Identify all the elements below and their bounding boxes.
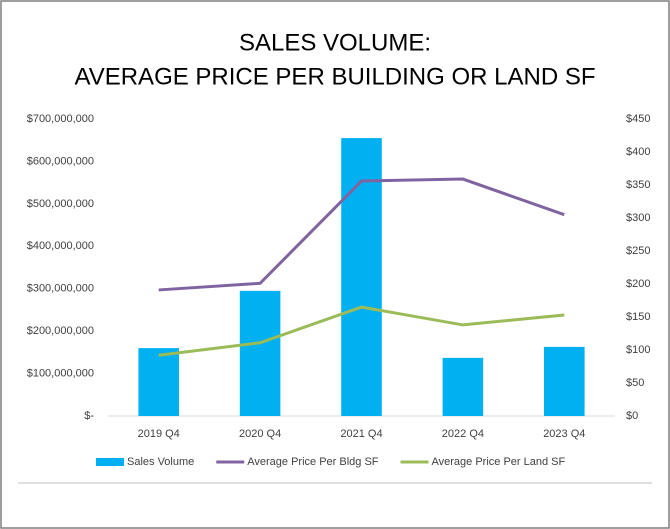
y2-tick-label: $400 xyxy=(626,146,650,158)
x-tick-label: 2022 Q4 xyxy=(442,428,484,440)
y2-tick-label: $350 xyxy=(626,179,650,191)
y2-tick-label: $300 xyxy=(626,212,650,224)
y2-tick-label: $200 xyxy=(626,278,650,290)
y-tick-label: $600,000,000 xyxy=(27,155,94,167)
bar xyxy=(239,290,281,416)
line xyxy=(158,305,565,357)
y-tick-label: $300,000,000 xyxy=(27,283,94,295)
y-tick-label: $100,000,000 xyxy=(27,367,94,379)
chart-title: AVERAGE PRICE PER BUILDING OR LAND SF xyxy=(74,63,595,90)
y2-tick-label: $250 xyxy=(626,245,650,257)
x-tick-label: 2021 Q4 xyxy=(340,428,382,440)
chart-title: SALES VOLUME: xyxy=(239,29,431,56)
x-tick-label: 2019 Q4 xyxy=(138,428,180,440)
y-tick-label: $400,000,000 xyxy=(27,240,94,252)
legend-label: Sales Volume xyxy=(127,456,194,468)
y-tick-label: $500,000,000 xyxy=(27,198,94,210)
y2-tick-label: $450 xyxy=(626,113,650,125)
legend-label: Average Price Per Land SF xyxy=(432,456,566,468)
bar xyxy=(442,357,484,416)
x-tick-label: 2020 Q4 xyxy=(239,428,281,440)
bar xyxy=(341,138,382,417)
y2-tick-label: $150 xyxy=(626,311,650,323)
y2-tick-label: $50 xyxy=(626,377,644,389)
y-tick-label: $- xyxy=(84,410,94,422)
line xyxy=(158,177,565,292)
bar xyxy=(544,346,585,416)
legend-label: Average Price Per Bldg SF xyxy=(247,456,379,468)
bar xyxy=(138,348,179,416)
x-tick-label: 2023 Q4 xyxy=(543,428,585,440)
legend-swatch xyxy=(96,458,124,466)
y2-tick-label: $0 xyxy=(626,410,638,422)
y2-tick-label: $100 xyxy=(626,344,650,356)
y-tick-label: $700,000,000 xyxy=(27,113,94,125)
y-tick-label: $200,000,000 xyxy=(27,325,94,337)
